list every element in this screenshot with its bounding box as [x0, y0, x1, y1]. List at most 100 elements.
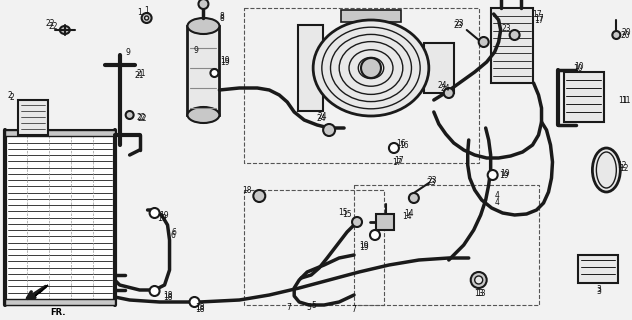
Bar: [188, 26, 219, 115]
Text: 8: 8: [219, 13, 224, 22]
Bar: [376, 214, 394, 230]
Text: 18: 18: [163, 292, 173, 301]
Ellipse shape: [478, 37, 489, 47]
Text: 17: 17: [394, 156, 404, 164]
Text: 14: 14: [402, 212, 411, 220]
Ellipse shape: [145, 16, 149, 20]
Text: 1: 1: [144, 5, 149, 14]
Text: 4: 4: [494, 197, 499, 206]
Text: 17: 17: [534, 15, 544, 25]
Text: 22: 22: [138, 114, 147, 123]
Text: 19: 19: [359, 241, 369, 250]
Ellipse shape: [444, 88, 454, 98]
Ellipse shape: [592, 148, 621, 192]
Text: 5: 5: [307, 303, 312, 313]
Ellipse shape: [126, 111, 133, 119]
Bar: [5, 299, 114, 305]
Text: 11: 11: [619, 95, 628, 105]
Bar: [5, 130, 114, 136]
Text: 6: 6: [170, 230, 175, 239]
Polygon shape: [35, 285, 48, 296]
Text: 17: 17: [392, 157, 402, 166]
Ellipse shape: [361, 58, 381, 78]
Bar: [5, 130, 114, 305]
Text: 17: 17: [532, 10, 542, 19]
Ellipse shape: [389, 143, 399, 153]
Ellipse shape: [188, 107, 219, 123]
Text: 23: 23: [427, 175, 437, 185]
Bar: [245, 190, 384, 305]
Text: 19: 19: [499, 171, 509, 180]
Text: 4: 4: [494, 190, 499, 199]
Text: 17: 17: [534, 13, 544, 22]
Ellipse shape: [142, 13, 152, 23]
Text: 2: 2: [8, 91, 13, 100]
Bar: [490, 8, 533, 83]
Text: 20: 20: [621, 30, 630, 39]
Text: 19: 19: [500, 169, 509, 178]
Text: 5: 5: [312, 301, 317, 310]
Text: 16: 16: [399, 140, 409, 149]
Text: 11: 11: [621, 95, 631, 105]
Text: 3: 3: [596, 285, 601, 294]
Bar: [578, 255, 618, 283]
Text: 3: 3: [596, 287, 601, 297]
Ellipse shape: [190, 297, 200, 307]
Ellipse shape: [475, 276, 483, 284]
Ellipse shape: [188, 18, 219, 34]
Text: 7: 7: [287, 303, 291, 313]
Ellipse shape: [409, 193, 419, 203]
Text: 8: 8: [219, 12, 224, 20]
Text: 19: 19: [221, 58, 230, 67]
Ellipse shape: [352, 217, 362, 227]
Text: 18: 18: [243, 186, 252, 195]
Bar: [564, 72, 604, 122]
Ellipse shape: [210, 69, 219, 77]
Text: FR.: FR.: [50, 308, 65, 317]
Text: 10: 10: [574, 61, 584, 70]
Text: 19: 19: [359, 243, 369, 252]
Text: 13: 13: [476, 289, 485, 298]
Ellipse shape: [313, 20, 429, 116]
Text: 20: 20: [621, 28, 631, 36]
Text: 23: 23: [455, 19, 465, 28]
Text: 19: 19: [157, 213, 166, 222]
Ellipse shape: [509, 30, 520, 40]
Text: 22: 22: [48, 21, 58, 30]
Text: 24: 24: [317, 111, 327, 121]
Bar: [341, 10, 401, 22]
Text: 21: 21: [137, 68, 147, 77]
Text: 19: 19: [159, 211, 168, 220]
Text: 15: 15: [338, 207, 348, 217]
Text: 12: 12: [617, 161, 627, 170]
Text: 1: 1: [137, 7, 142, 17]
Bar: [245, 8, 478, 163]
Text: 13: 13: [474, 290, 483, 299]
Text: 2: 2: [9, 92, 15, 101]
Text: 23: 23: [426, 178, 435, 187]
Text: 23: 23: [454, 20, 463, 29]
Text: 12: 12: [619, 164, 629, 172]
Text: 15: 15: [343, 210, 352, 219]
Text: 6: 6: [171, 228, 176, 236]
Text: 7: 7: [351, 306, 356, 315]
Text: 24: 24: [316, 114, 326, 123]
Text: 18: 18: [195, 303, 204, 313]
Text: 22: 22: [45, 19, 54, 28]
Bar: [354, 185, 538, 305]
Ellipse shape: [488, 170, 497, 180]
Ellipse shape: [150, 286, 159, 296]
Text: 9: 9: [125, 47, 130, 57]
Text: 9: 9: [193, 45, 198, 54]
Ellipse shape: [612, 31, 621, 39]
Ellipse shape: [471, 272, 487, 288]
Text: 23: 23: [502, 23, 511, 33]
Text: 14: 14: [404, 209, 414, 218]
Ellipse shape: [253, 190, 265, 202]
Ellipse shape: [323, 124, 335, 136]
Text: 21: 21: [135, 70, 144, 79]
Text: 24: 24: [438, 81, 447, 90]
Text: 18: 18: [163, 291, 173, 300]
Text: 10: 10: [574, 63, 583, 73]
Text: 19: 19: [221, 55, 230, 65]
